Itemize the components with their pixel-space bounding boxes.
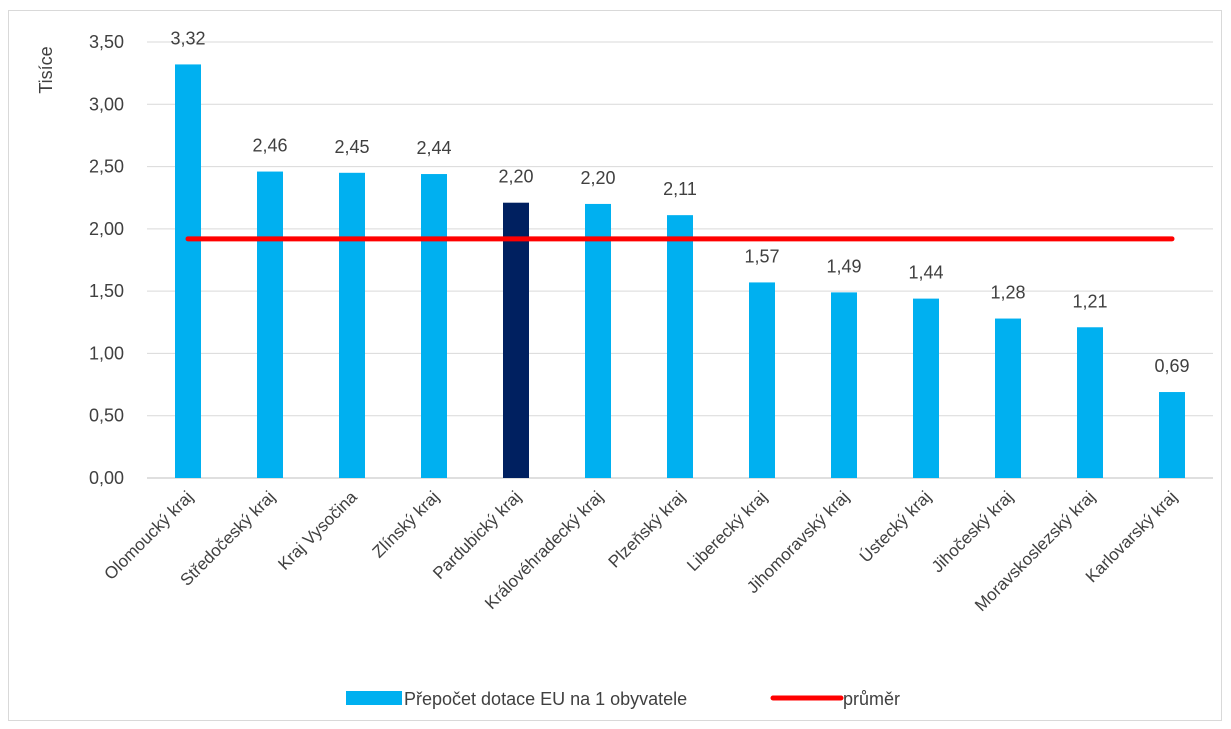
y-tick-label: 2,00 <box>89 219 124 239</box>
bar <box>995 318 1021 478</box>
bar <box>913 298 939 478</box>
category-label: Liberecký kraj <box>683 487 771 575</box>
bar <box>339 172 365 479</box>
bar <box>1077 327 1103 478</box>
y-tick-label: 2,50 <box>89 157 124 177</box>
y-tick-label: 1,50 <box>89 281 124 301</box>
data-label: 2,20 <box>580 168 615 188</box>
y-tick-label: 3,00 <box>89 94 124 114</box>
category-label: Pardubický kraj <box>429 487 525 583</box>
category-label: Jihočeský kraj <box>928 487 1017 576</box>
data-label: 0,69 <box>1154 356 1189 376</box>
bar <box>585 203 611 478</box>
category-label: Zlínský kraj <box>369 487 443 561</box>
data-label: 2,45 <box>334 137 369 157</box>
bar <box>421 174 447 478</box>
bar <box>175 64 201 479</box>
bar <box>667 215 693 478</box>
data-label: 1,21 <box>1072 291 1107 311</box>
legend-label-average: průměr <box>843 689 900 709</box>
category-label: Kraj Vysočina <box>274 487 361 574</box>
y-tick-label: 0,00 <box>89 468 124 488</box>
y-tick-label: 3,50 <box>89 32 124 52</box>
data-label: 1,57 <box>744 246 779 266</box>
y-axis-title: Tisíce <box>36 46 56 93</box>
legend-label-bars: Přepočet dotace EU na 1 obyvatele <box>404 689 687 709</box>
data-label: 2,44 <box>416 138 451 158</box>
data-label: 1,44 <box>908 263 943 283</box>
data-label: 1,49 <box>826 256 861 276</box>
legend: Přepočet dotace EU na 1 obyvatele průměr <box>346 689 900 709</box>
bar <box>1159 392 1185 478</box>
category-label: Ústecký kraj <box>856 487 935 566</box>
data-label: 2,46 <box>252 136 287 156</box>
bar <box>257 171 283 478</box>
data-label: 1,28 <box>990 283 1025 303</box>
bar <box>831 292 857 478</box>
y-tick-label: 1,00 <box>89 343 124 363</box>
y-tick-label: 0,50 <box>89 406 124 426</box>
data-label: 3,32 <box>170 28 205 48</box>
bar <box>503 202 529 478</box>
bar <box>749 282 775 478</box>
legend-swatch-bars <box>346 691 402 705</box>
data-label: 2,11 <box>663 179 697 199</box>
category-label: Plzeňský kraj <box>605 487 689 571</box>
data-label: 2,20 <box>498 167 533 187</box>
